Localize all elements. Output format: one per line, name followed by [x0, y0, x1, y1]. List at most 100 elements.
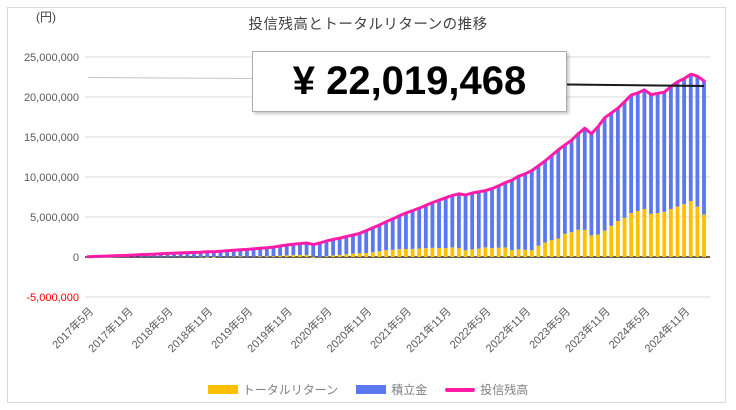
return-bar — [510, 250, 514, 257]
contribution-bar — [258, 248, 263, 257]
contribution-bar — [205, 251, 210, 257]
return-bar — [563, 233, 567, 257]
return-bar — [549, 240, 554, 257]
return-bar — [642, 209, 647, 257]
legend-item-contributions: 積立金 — [356, 381, 427, 398]
contribution-bar — [510, 180, 514, 251]
contribution-bar — [304, 243, 309, 256]
contribution-bar — [423, 205, 428, 249]
contribution-bar — [298, 243, 302, 255]
contribution-bar — [476, 191, 481, 249]
return-bar — [463, 250, 468, 257]
contribution-bar — [271, 247, 276, 257]
return-bar — [649, 213, 653, 257]
contribution-bar — [430, 202, 435, 248]
current-balance-callout: ¥ 22,019,468 — [252, 51, 567, 112]
balance-line — [86, 72, 706, 259]
contribution-bar — [165, 253, 170, 257]
return-bar — [688, 201, 693, 257]
contribution-bar — [543, 161, 547, 243]
contribution-bar — [390, 219, 395, 250]
return-bar — [417, 248, 422, 257]
return-bar — [264, 256, 269, 257]
contribution-bar — [218, 251, 223, 257]
contribution-bar — [490, 188, 494, 249]
contribution-bar — [529, 170, 534, 251]
legend-label-total-return: トータルリターン — [242, 383, 339, 397]
y-tick-label: 20,000,000 — [24, 92, 79, 104]
return-bar — [543, 242, 547, 257]
return-bar — [351, 253, 355, 257]
contribution-bar — [397, 215, 402, 250]
contribution-bar — [463, 195, 468, 251]
contribution-bar — [470, 193, 475, 250]
contribution-bar — [629, 95, 634, 213]
contribution-bar — [331, 239, 335, 256]
return-bar — [523, 249, 528, 257]
return-bar — [337, 254, 342, 257]
return-bar — [443, 248, 448, 257]
contribution-bar — [337, 238, 342, 255]
total-return-swatch-icon — [207, 385, 238, 394]
return-bar — [490, 248, 494, 257]
contribution-bar — [317, 242, 322, 257]
return-bar — [470, 249, 475, 257]
y-tick-label: 0 — [73, 252, 79, 264]
contribution-bar — [231, 250, 236, 257]
legend-item-total-return: トータルリターン — [207, 381, 339, 398]
contributions-swatch-icon — [356, 385, 387, 394]
y-tick-label: 15,000,000 — [24, 132, 79, 144]
return-bar — [291, 255, 296, 257]
return-bar — [357, 253, 362, 257]
contribution-bar — [211, 251, 216, 257]
return-bar — [397, 249, 402, 257]
return-bar — [702, 214, 706, 257]
contribution-bar — [417, 208, 422, 249]
contribution-bar — [364, 230, 369, 253]
return-bar — [304, 255, 309, 257]
contribution-bar — [225, 250, 229, 257]
contribution-bar — [609, 113, 614, 226]
contribution-bar — [516, 176, 521, 250]
contribution-bar — [536, 165, 541, 246]
contribution-bar — [615, 108, 620, 221]
return-bar — [331, 255, 335, 257]
return-bar — [682, 204, 687, 257]
contribution-bar — [563, 145, 567, 234]
contribution-bar — [702, 80, 706, 215]
contribution-bar — [496, 185, 501, 248]
contribution-bar — [675, 81, 680, 207]
contribution-bar — [655, 93, 660, 213]
return-bar — [211, 257, 216, 258]
current-balance-value: ¥ 22,019,468 — [292, 59, 527, 103]
contribution-bar — [649, 94, 653, 214]
return-bar — [284, 255, 289, 257]
return-bar — [271, 256, 276, 257]
contribution-bar — [483, 190, 488, 248]
contribution-bar — [688, 74, 693, 201]
contribution-bar — [576, 133, 581, 230]
return-bar — [582, 229, 587, 257]
return-bar — [602, 230, 607, 257]
return-bar — [695, 206, 700, 257]
contribution-bar — [344, 236, 349, 255]
return-bar — [529, 250, 534, 257]
contribution-bar — [404, 213, 408, 249]
return-bar — [311, 257, 316, 259]
return-bar — [377, 251, 382, 257]
contribution-bar — [642, 89, 647, 209]
y-tick-label: 5,000,000 — [30, 212, 79, 224]
return-bar — [410, 248, 415, 257]
contribution-bar — [291, 244, 296, 256]
contribution-bar — [695, 76, 700, 207]
contribution-bar — [556, 149, 561, 239]
y-tick-label: 10,000,000 — [24, 172, 79, 184]
contribution-bar — [410, 210, 415, 249]
y-tick-label: 25,000,000 — [24, 52, 79, 64]
contribution-bar — [682, 78, 687, 205]
return-bar — [364, 253, 369, 257]
contribution-bar — [324, 241, 329, 257]
balance-line-swatch-icon — [445, 387, 476, 392]
y-tick-label: -5,000,000 — [26, 292, 79, 304]
